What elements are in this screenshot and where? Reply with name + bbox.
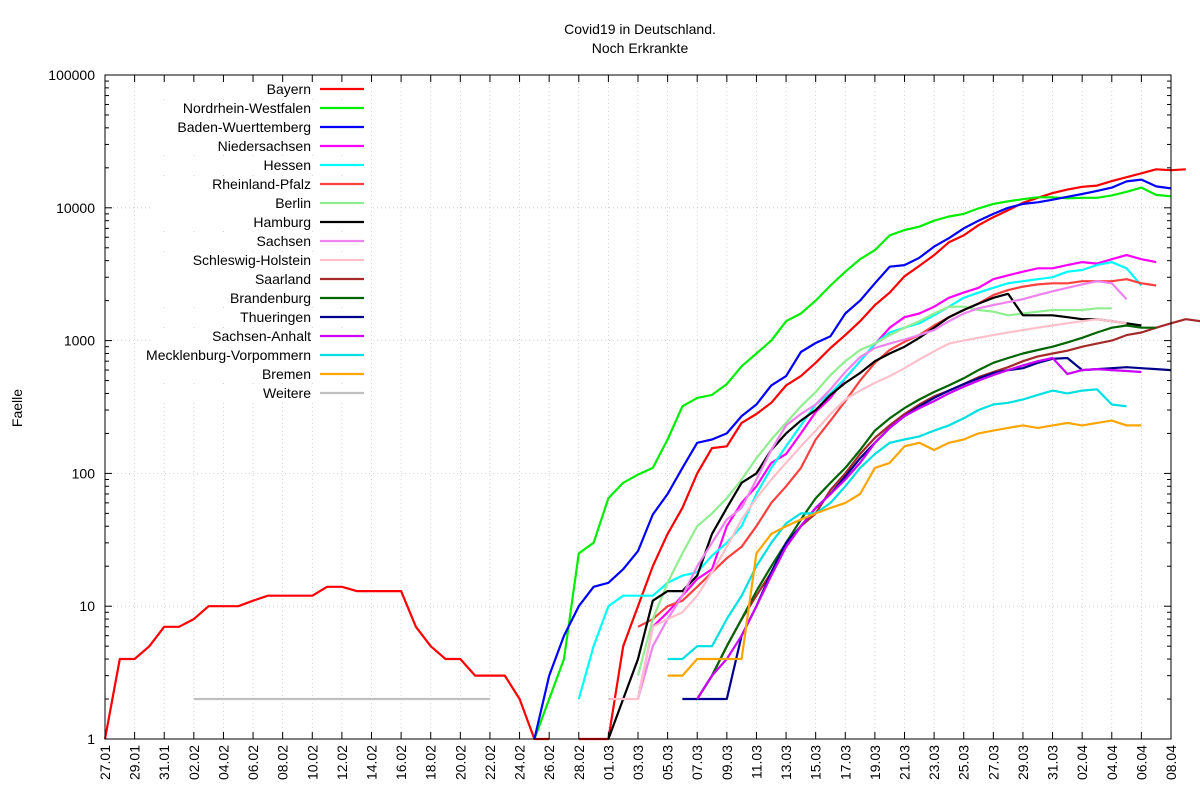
x-tick-label: 27.03 xyxy=(985,745,1001,780)
series-line xyxy=(667,419,1142,677)
legend-label: Bremen xyxy=(262,366,311,382)
y-tick-label: 100 xyxy=(72,465,96,481)
legend-label: Brandenburg xyxy=(230,290,311,306)
series-line xyxy=(696,356,1142,700)
x-tick-label: 21.03 xyxy=(897,745,913,780)
x-tick-label: 02.04 xyxy=(1074,745,1090,780)
legend-label: Berlin xyxy=(275,195,311,211)
series-line xyxy=(636,280,1128,700)
x-tick-label: 24.02 xyxy=(512,745,528,780)
series-line xyxy=(577,261,1143,700)
legend-label: Hamburg xyxy=(253,214,311,230)
legend-label: Baden-Wuerttemberg xyxy=(177,119,311,135)
legend-label: Hessen xyxy=(264,157,311,173)
chart-title: Covid19 in Deutschland. xyxy=(564,21,716,37)
x-ticks: 27.01 29.01 31.01 02.02 04.02 06.02 08.02 10.02… xyxy=(97,75,1179,780)
legend: Bayern Nordrhein-Westfalen Baden-Wuerttemb… xyxy=(146,81,370,402)
legend-entry-bg xyxy=(150,214,370,231)
series-line xyxy=(533,178,1172,740)
x-tick-label: 28.02 xyxy=(571,745,587,780)
x-tick-label: 06.02 xyxy=(245,745,261,780)
legend-label: Nordrhein-Westfalen xyxy=(183,100,311,116)
series-line xyxy=(667,388,1127,661)
x-tick-label: 02.02 xyxy=(186,745,202,780)
legend-entry-bg xyxy=(150,309,370,326)
legend-label: Thueringen xyxy=(240,309,311,325)
x-tick-label: 01.03 xyxy=(600,745,616,780)
x-tick-label: 17.03 xyxy=(837,745,853,780)
x-tick-label: 04.04 xyxy=(1104,745,1120,780)
legend-entry-bg xyxy=(150,290,370,307)
x-tick-label: 04.02 xyxy=(215,745,231,780)
x-tick-label: 29.01 xyxy=(127,745,143,780)
x-tick-label: 29.03 xyxy=(1015,745,1031,780)
legend-label: Schleswig-Holstein xyxy=(193,252,311,268)
legend-label: Sachsen xyxy=(257,233,311,249)
x-tick-label: 22.02 xyxy=(482,745,498,780)
x-tick-label: 15.03 xyxy=(808,745,824,780)
x-tick-label: 05.03 xyxy=(660,745,676,780)
x-tick-label: 10.02 xyxy=(304,745,320,780)
legend-entry-bg xyxy=(150,157,370,174)
legend-entry-bg xyxy=(150,100,370,117)
legend-label: Sachsen-Anhalt xyxy=(212,328,311,344)
x-tick-label: 31.03 xyxy=(1045,745,1061,780)
y-axis-label: Faelle xyxy=(9,389,25,427)
series-line xyxy=(607,292,1142,740)
legend-label: Saarland xyxy=(255,271,311,287)
x-tick-label: 13.03 xyxy=(778,745,794,780)
x-tick-label: 27.01 xyxy=(97,745,113,780)
x-tick-label: 08.04 xyxy=(1163,745,1179,780)
y-tick-label: 1 xyxy=(87,731,95,747)
series-line xyxy=(103,168,1186,741)
y-tick-label: 100000 xyxy=(48,67,95,83)
legend-entry-bg xyxy=(150,119,370,136)
x-tick-label: 19.03 xyxy=(867,745,883,780)
grid xyxy=(105,75,1171,739)
x-tick-label: 18.02 xyxy=(423,745,439,780)
legend-label: Niedersachsen xyxy=(218,138,311,154)
y-tick-label: 10000 xyxy=(56,200,95,216)
series-line xyxy=(608,318,1127,701)
chart-subtitle: Noch Erkrankte xyxy=(592,40,689,56)
legend-entry-bg xyxy=(150,81,370,98)
series-lines xyxy=(103,168,1200,741)
x-tick-label: 07.03 xyxy=(689,745,705,780)
legend-label: Weitere xyxy=(263,385,311,401)
x-tick-label: 14.02 xyxy=(364,745,380,780)
series-line xyxy=(696,324,1157,700)
legend-entry-bg xyxy=(150,138,370,155)
y-ticks: 1 10 100 1000 10000 100000 xyxy=(48,67,1171,747)
x-tick-label: 06.04 xyxy=(1133,745,1149,780)
legend-entry-bg xyxy=(150,347,370,364)
legend-entry-bg xyxy=(150,271,370,288)
x-tick-label: 09.03 xyxy=(719,745,735,780)
legend-label: Mecklenburg-Vorpommern xyxy=(146,347,311,363)
legend-entry-bg xyxy=(150,252,370,269)
legend-entry-bg xyxy=(150,366,370,383)
series-line xyxy=(636,305,1112,676)
x-tick-label: 31.01 xyxy=(156,745,172,780)
x-tick-label: 11.03 xyxy=(748,745,764,779)
series-line xyxy=(637,278,1157,628)
x-tick-label: 16.02 xyxy=(393,745,409,780)
x-tick-label: 25.03 xyxy=(956,745,972,780)
x-tick-label: 20.02 xyxy=(452,745,468,780)
x-tick-label: 03.03 xyxy=(630,745,646,780)
x-tick-label: 23.03 xyxy=(926,745,942,780)
legend-entry-bg xyxy=(150,233,370,250)
x-tick-label: 12.02 xyxy=(334,745,350,780)
legend-entry-bg xyxy=(150,328,370,345)
x-tick-label: 26.02 xyxy=(541,745,557,780)
x-tick-label: 08.02 xyxy=(275,745,291,780)
y-tick-label: 10 xyxy=(79,598,95,614)
legend-label: Bayern xyxy=(267,81,311,97)
legend-entry-bg xyxy=(150,176,370,193)
legend-entry-bg xyxy=(150,385,370,402)
legend-label: Rheinland-Pfalz xyxy=(212,176,311,192)
y-tick-label: 1000 xyxy=(64,333,95,349)
series-line xyxy=(636,254,1157,700)
legend-entry-bg xyxy=(150,195,370,212)
